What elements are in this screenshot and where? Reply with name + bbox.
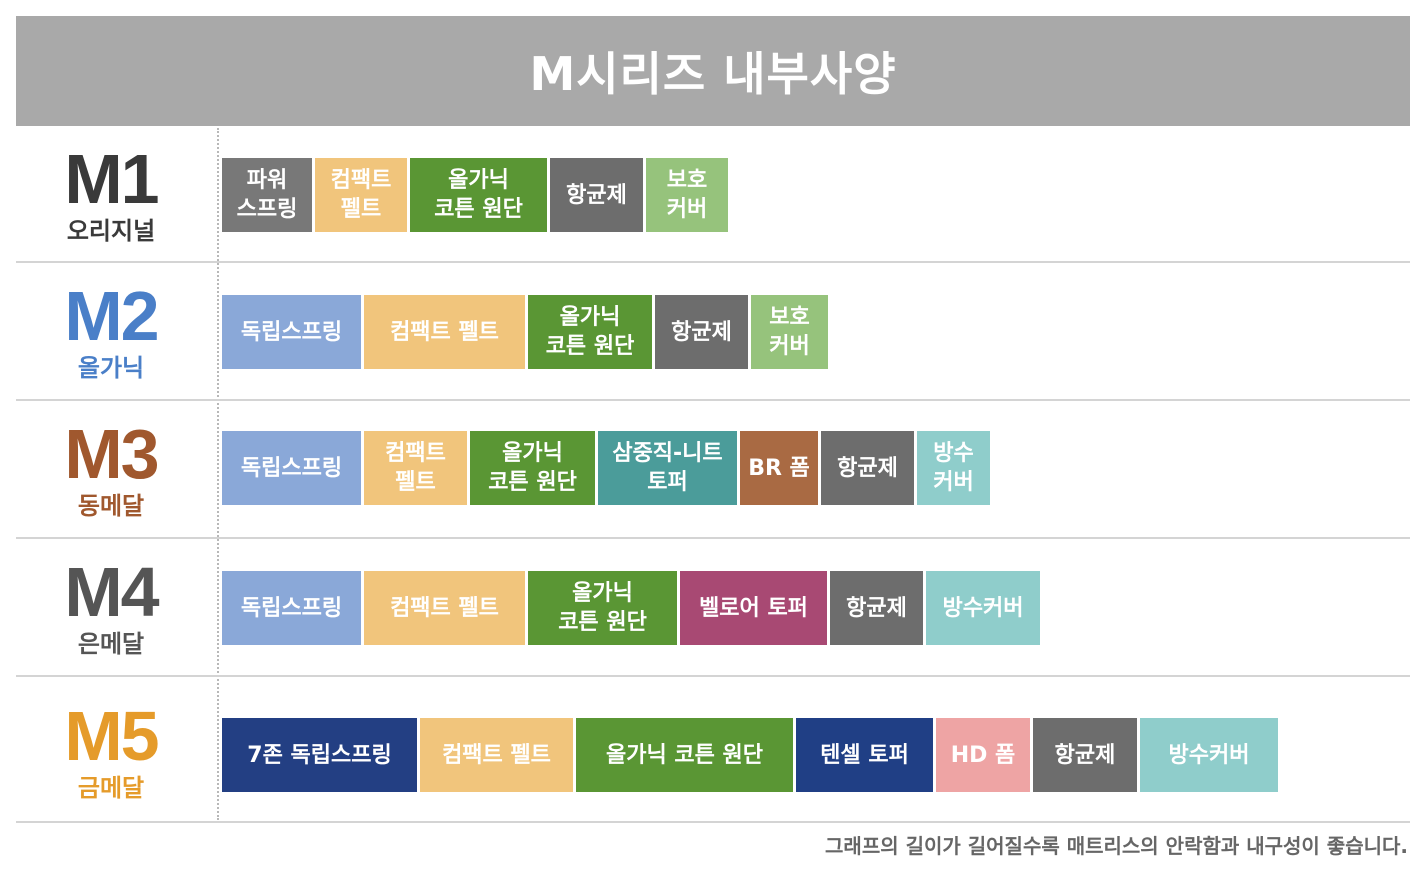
spec-segment: 보호 커버 bbox=[646, 158, 728, 232]
model-subtitle: 금메달 bbox=[77, 774, 145, 802]
bottom-divider bbox=[16, 821, 1410, 823]
model-subtitle: 올가닉 bbox=[77, 354, 145, 382]
row-divider bbox=[16, 675, 1410, 677]
row-label-m1: M1 오리지널 bbox=[16, 126, 206, 262]
spec-segment: 삼중직-니트 토퍼 bbox=[598, 431, 737, 505]
column-divider bbox=[217, 128, 219, 820]
spec-segment: 컴팩트 펠트 bbox=[315, 158, 407, 232]
spec-segment: 컴팩트 펠트 bbox=[364, 571, 525, 645]
spec-segment: 항균제 bbox=[655, 295, 748, 369]
spec-segment: 항균제 bbox=[550, 158, 643, 232]
spec-segment: BR 폼 bbox=[740, 431, 818, 505]
spec-segment: 올가닉 코튼 원단 bbox=[576, 718, 793, 792]
row-divider bbox=[16, 537, 1410, 539]
spec-bar-m5: 7존 독립스프링 컴팩트 펠트 올가닉 코튼 원단 텐셀 토퍼 HD 폼 항균제 방수커버 bbox=[222, 718, 1281, 792]
row-label-m2: M2 올가닉 bbox=[16, 263, 206, 399]
footnote: 그래프의 길이가 길어질수록 매트리스의 안락함과 내구성이 좋습니다. bbox=[825, 834, 1408, 858]
header-banner: M시리즈 내부사양 bbox=[16, 16, 1410, 126]
spec-segment: 항균제 bbox=[830, 571, 923, 645]
row-divider bbox=[16, 399, 1410, 401]
page-title: M시리즈 내부사양 bbox=[529, 47, 897, 101]
model-name: M2 bbox=[64, 277, 159, 355]
spec-segment: 항균제 bbox=[821, 431, 914, 505]
spec-segment: 독립스프링 bbox=[222, 571, 361, 645]
spec-segment: 7존 독립스프링 bbox=[222, 718, 417, 792]
spec-segment: 방수 커버 bbox=[917, 431, 990, 505]
spec-segment: 텐셀 토퍼 bbox=[796, 718, 933, 792]
model-name: M1 bbox=[64, 140, 159, 218]
spec-segment: 독립스프링 bbox=[222, 431, 361, 505]
spec-segment: 항균제 bbox=[1033, 718, 1137, 792]
model-name: M4 bbox=[64, 553, 159, 631]
spec-segment: 컴팩트 펠트 bbox=[364, 431, 467, 505]
spec-bar-m1: 파워 스프링 컴팩트 펠트 올가닉 코튼 원단 항균제 보호 커버 bbox=[222, 158, 731, 232]
spec-segment: 파워 스프링 bbox=[222, 158, 312, 232]
spec-bar-m3: 독립스프링 컴팩트 펠트 올가닉 코튼 원단 삼중직-니트 토퍼 BR 폼 항균제 방수 커… bbox=[222, 431, 993, 505]
spec-segment: 올가닉 코튼 원단 bbox=[470, 431, 595, 505]
spec-segment: HD 폼 bbox=[936, 718, 1030, 792]
spec-segment: 컴팩트 펠트 bbox=[420, 718, 573, 792]
spec-segment: 올가닉 코튼 원단 bbox=[410, 158, 547, 232]
spec-segment: 올가닉 코튼 원단 bbox=[528, 571, 677, 645]
model-subtitle: 오리지널 bbox=[66, 217, 156, 245]
spec-segment: 독립스프링 bbox=[222, 295, 361, 369]
row-divider bbox=[16, 261, 1410, 263]
model-name: M3 bbox=[64, 415, 159, 493]
row-label-m5: M5 금메달 bbox=[16, 683, 206, 819]
spec-segment: 방수커버 bbox=[1140, 718, 1278, 792]
row-label-m4: M4 은메달 bbox=[16, 539, 206, 675]
spec-segment: 보호 커버 bbox=[751, 295, 828, 369]
spec-bar-m4: 독립스프링 컴팩트 펠트 올가닉 코튼 원단 벨로어 토퍼 항균제 방수커버 bbox=[222, 571, 1043, 645]
model-subtitle: 은메달 bbox=[77, 630, 145, 658]
spec-bar-m2: 독립스프링 컴팩트 펠트 올가닉 코튼 원단 항균제 보호 커버 bbox=[222, 295, 831, 369]
spec-segment: 컴팩트 펠트 bbox=[364, 295, 525, 369]
row-label-m3: M3 동메달 bbox=[16, 401, 206, 537]
spec-segment: 벨로어 토퍼 bbox=[680, 571, 827, 645]
spec-segment: 올가닉 코튼 원단 bbox=[528, 295, 652, 369]
spec-segment: 방수커버 bbox=[926, 571, 1040, 645]
model-name: M5 bbox=[64, 697, 159, 775]
model-subtitle: 동메달 bbox=[77, 492, 145, 520]
